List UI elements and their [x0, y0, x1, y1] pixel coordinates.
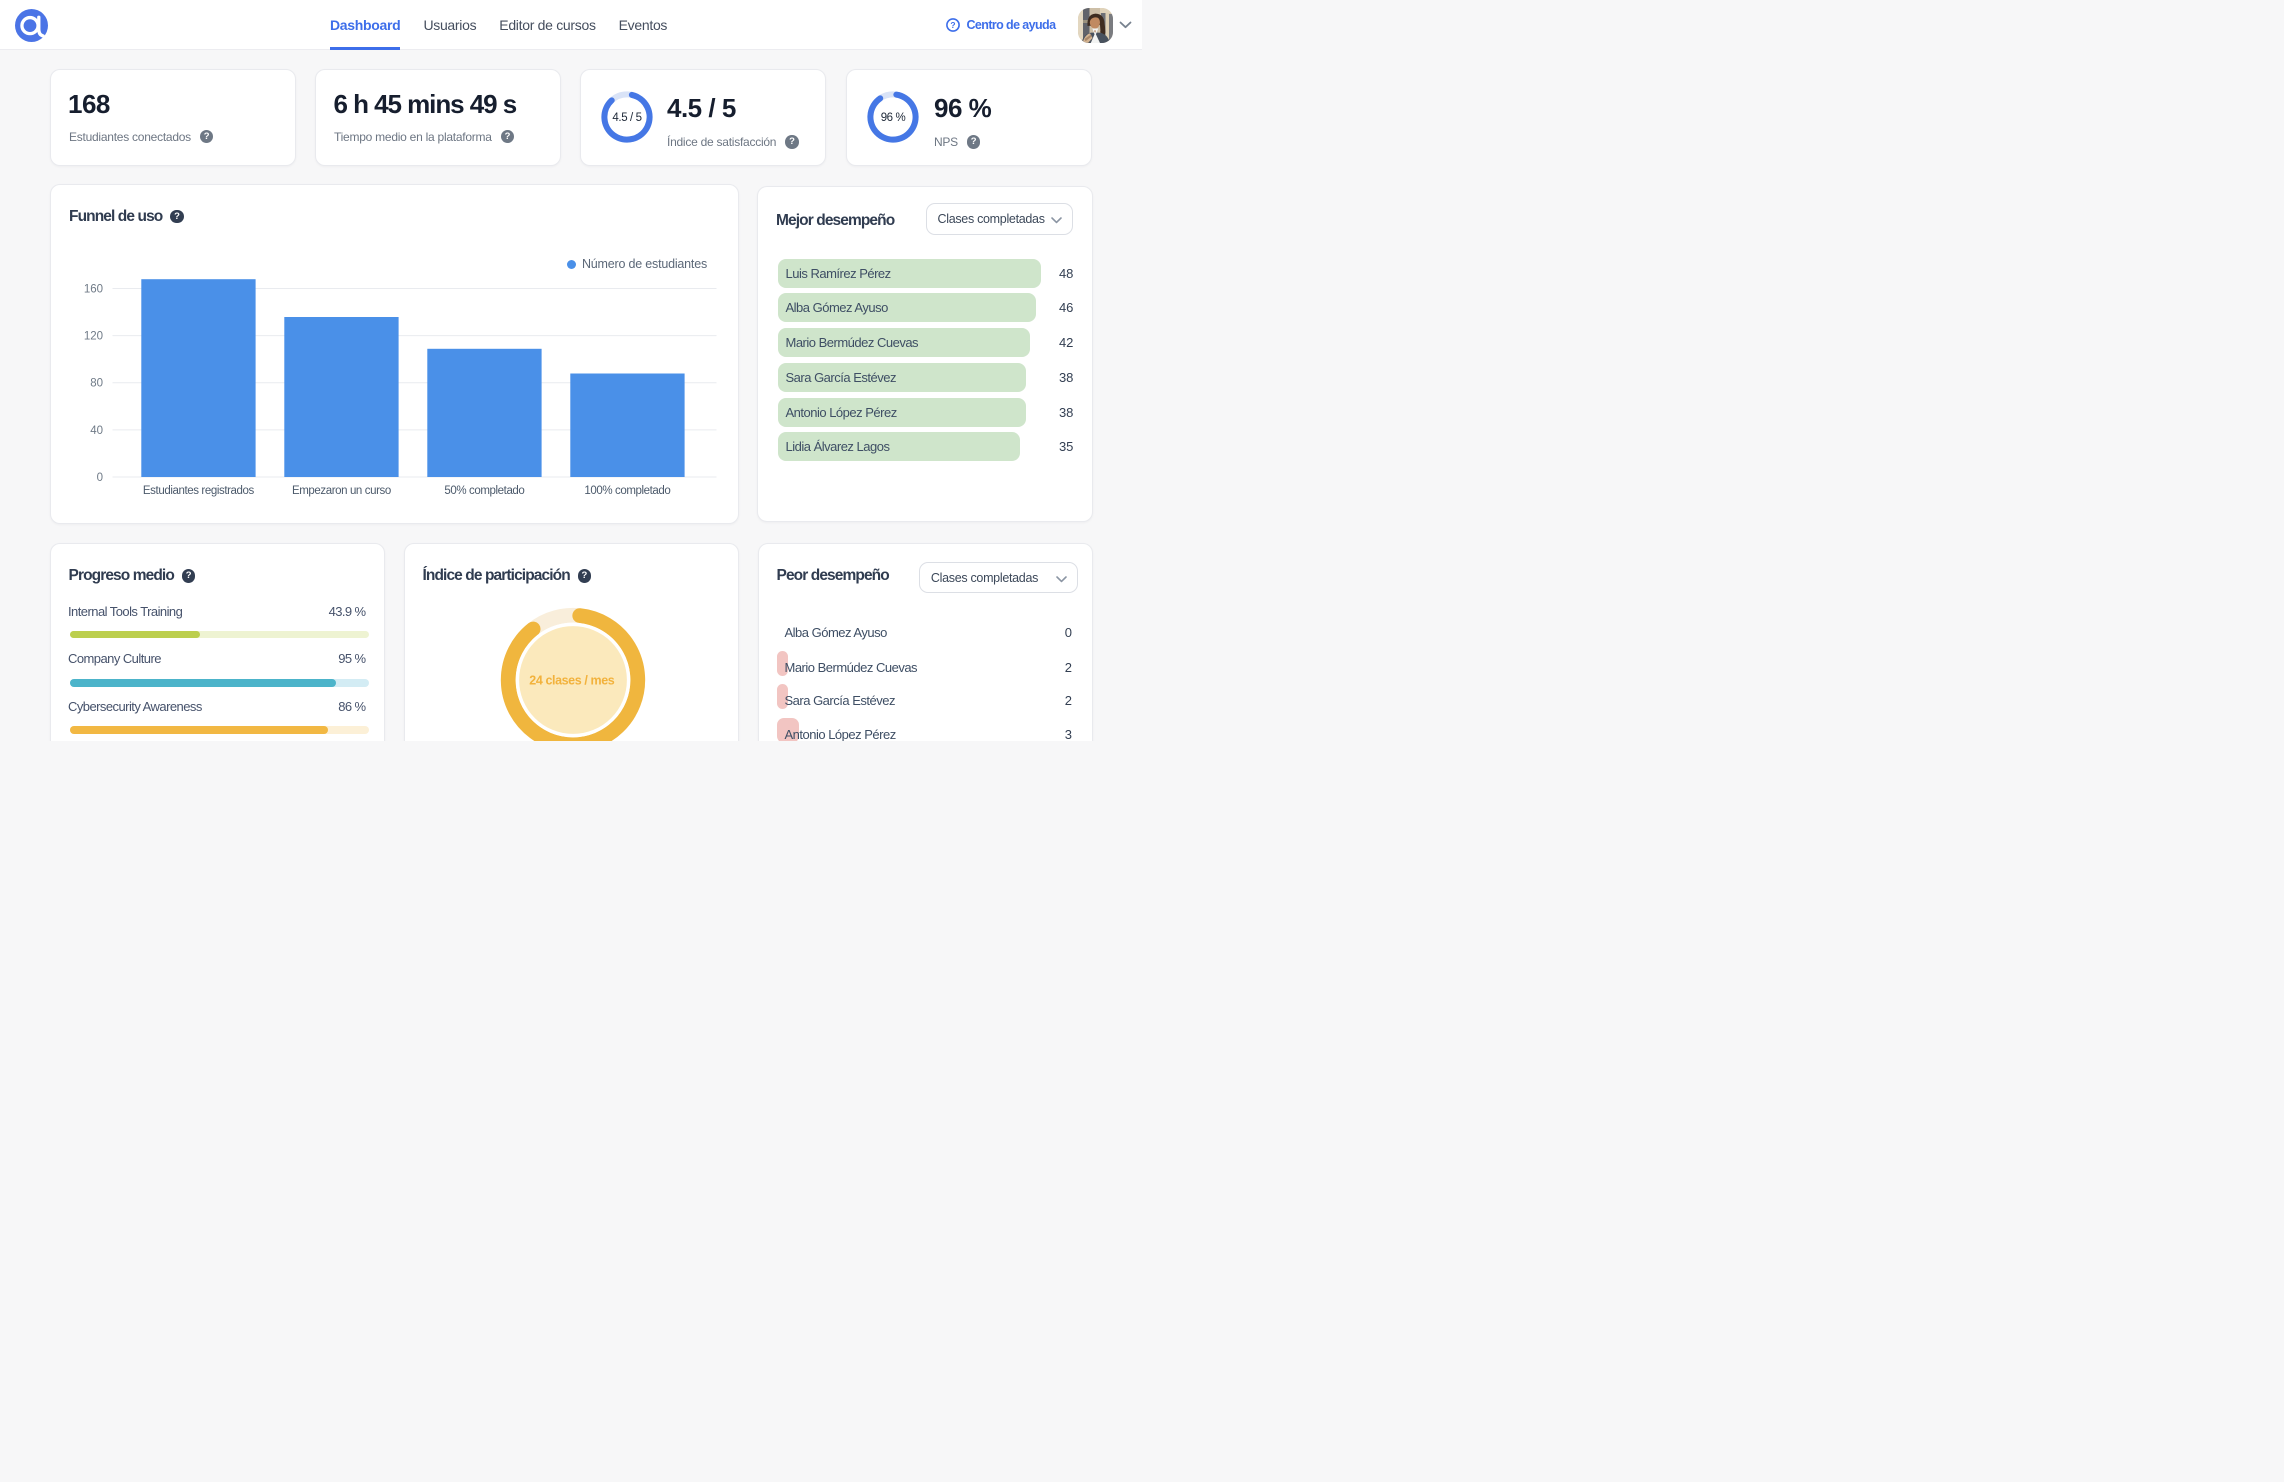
svg-text:96 %: 96 % — [880, 112, 905, 124]
svg-text:?: ? — [950, 20, 955, 30]
svg-text:80: 80 — [90, 378, 103, 390]
svg-text:120: 120 — [83, 331, 102, 343]
svg-text:0: 0 — [96, 472, 102, 484]
svg-text:4.5 / 5: 4.5 / 5 — [612, 112, 641, 124]
svg-text:100% completado: 100% completado — [584, 485, 670, 497]
svg-text:50% completado: 50% completado — [444, 485, 524, 497]
svg-text:Empezaron un curso: Empezaron un curso — [291, 485, 390, 497]
svg-text:Estudiantes registrados: Estudiantes registrados — [142, 485, 254, 497]
svg-text:40: 40 — [90, 425, 103, 437]
svg-text:24 clases / mes: 24 clases / mes — [529, 673, 614, 687]
svg-text:160: 160 — [83, 284, 102, 296]
